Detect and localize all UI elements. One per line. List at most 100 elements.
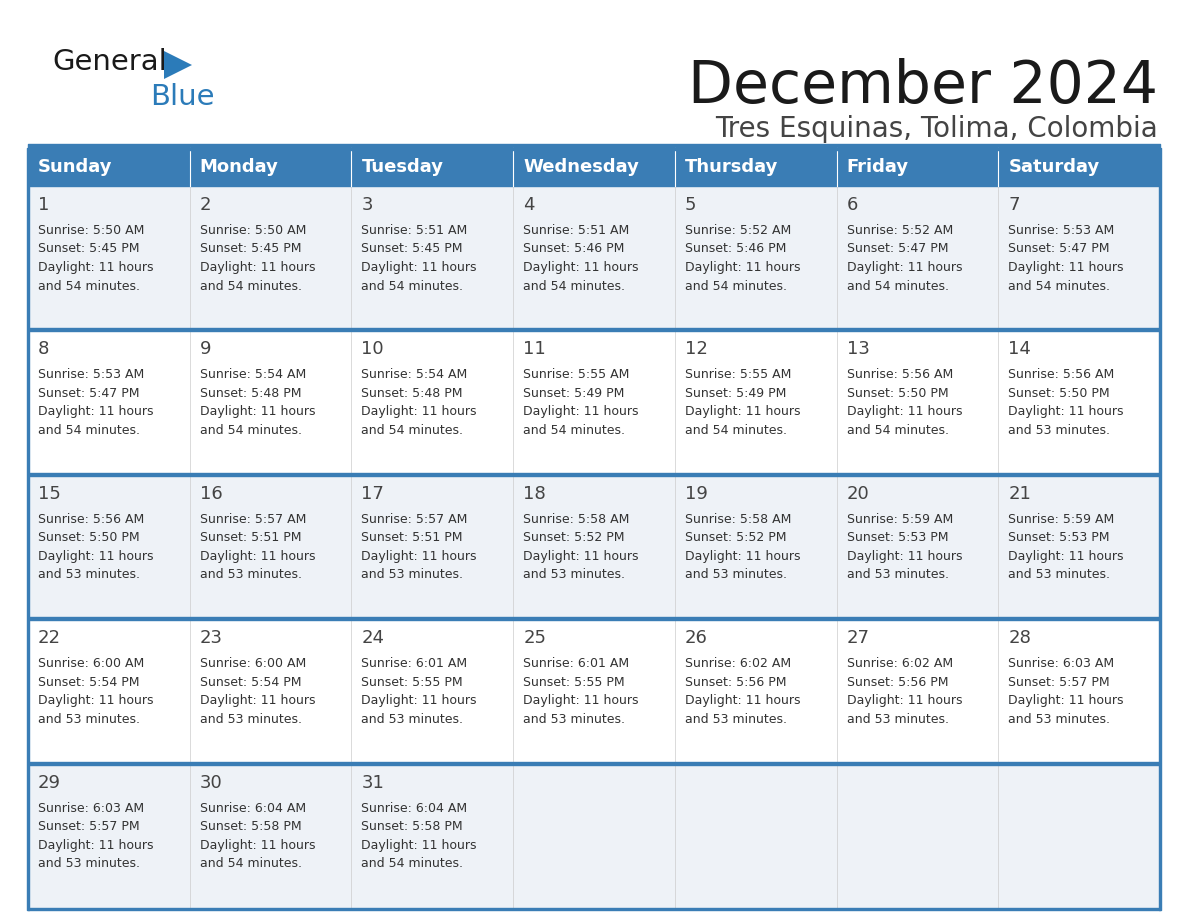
Text: 27: 27 bbox=[847, 629, 870, 647]
Text: 29: 29 bbox=[38, 774, 61, 791]
Text: Daylight: 11 hours: Daylight: 11 hours bbox=[1009, 406, 1124, 419]
Text: Sunrise: 5:58 AM: Sunrise: 5:58 AM bbox=[523, 513, 630, 526]
Polygon shape bbox=[164, 51, 192, 79]
Text: Sunset: 5:53 PM: Sunset: 5:53 PM bbox=[1009, 532, 1110, 544]
Text: Daylight: 11 hours: Daylight: 11 hours bbox=[200, 694, 315, 707]
Text: and 53 minutes.: and 53 minutes. bbox=[1009, 568, 1111, 581]
Text: and 53 minutes.: and 53 minutes. bbox=[38, 568, 140, 581]
Text: Sunrise: 5:55 AM: Sunrise: 5:55 AM bbox=[684, 368, 791, 381]
Text: Daylight: 11 hours: Daylight: 11 hours bbox=[200, 261, 315, 274]
Text: Daylight: 11 hours: Daylight: 11 hours bbox=[523, 550, 639, 563]
Text: and 54 minutes.: and 54 minutes. bbox=[38, 424, 140, 437]
Text: and 54 minutes.: and 54 minutes. bbox=[684, 279, 786, 293]
Text: Daylight: 11 hours: Daylight: 11 hours bbox=[523, 694, 639, 707]
Text: Sunrise: 5:57 AM: Sunrise: 5:57 AM bbox=[200, 513, 307, 526]
Text: Daylight: 11 hours: Daylight: 11 hours bbox=[684, 694, 801, 707]
Text: 26: 26 bbox=[684, 629, 708, 647]
Text: 7: 7 bbox=[1009, 196, 1019, 214]
Text: 30: 30 bbox=[200, 774, 222, 791]
Text: and 54 minutes.: and 54 minutes. bbox=[38, 279, 140, 293]
Text: Daylight: 11 hours: Daylight: 11 hours bbox=[38, 550, 153, 563]
Text: Sunset: 5:45 PM: Sunset: 5:45 PM bbox=[361, 242, 463, 255]
Text: and 53 minutes.: and 53 minutes. bbox=[361, 712, 463, 726]
Text: 10: 10 bbox=[361, 341, 384, 358]
Text: Sunset: 5:47 PM: Sunset: 5:47 PM bbox=[1009, 242, 1110, 255]
Text: Sunrise: 5:59 AM: Sunrise: 5:59 AM bbox=[1009, 513, 1114, 526]
Text: and 53 minutes.: and 53 minutes. bbox=[1009, 424, 1111, 437]
Text: and 54 minutes.: and 54 minutes. bbox=[684, 424, 786, 437]
Text: 14: 14 bbox=[1009, 341, 1031, 358]
Text: Daylight: 11 hours: Daylight: 11 hours bbox=[684, 550, 801, 563]
Text: Sunrise: 6:03 AM: Sunrise: 6:03 AM bbox=[1009, 657, 1114, 670]
Text: Sunset: 5:50 PM: Sunset: 5:50 PM bbox=[38, 532, 140, 544]
Text: Sunset: 5:47 PM: Sunset: 5:47 PM bbox=[847, 242, 948, 255]
Text: 19: 19 bbox=[684, 485, 708, 503]
Text: and 53 minutes.: and 53 minutes. bbox=[361, 568, 463, 581]
Text: Daylight: 11 hours: Daylight: 11 hours bbox=[200, 839, 315, 852]
Text: Daylight: 11 hours: Daylight: 11 hours bbox=[361, 839, 476, 852]
Text: Daylight: 11 hours: Daylight: 11 hours bbox=[684, 261, 801, 274]
Text: and 53 minutes.: and 53 minutes. bbox=[200, 712, 302, 726]
Text: and 53 minutes.: and 53 minutes. bbox=[523, 712, 625, 726]
Text: and 53 minutes.: and 53 minutes. bbox=[684, 568, 786, 581]
Text: Sunrise: 5:52 AM: Sunrise: 5:52 AM bbox=[847, 224, 953, 237]
Text: Sunrise: 5:52 AM: Sunrise: 5:52 AM bbox=[684, 224, 791, 237]
Text: Sunrise: 6:02 AM: Sunrise: 6:02 AM bbox=[847, 657, 953, 670]
Text: December 2024: December 2024 bbox=[688, 58, 1158, 115]
Text: and 53 minutes.: and 53 minutes. bbox=[523, 568, 625, 581]
Text: and 54 minutes.: and 54 minutes. bbox=[847, 424, 948, 437]
Text: Sunrise: 5:59 AM: Sunrise: 5:59 AM bbox=[847, 513, 953, 526]
Text: and 54 minutes.: and 54 minutes. bbox=[847, 279, 948, 293]
Text: Daylight: 11 hours: Daylight: 11 hours bbox=[684, 406, 801, 419]
Text: Sunrise: 6:01 AM: Sunrise: 6:01 AM bbox=[523, 657, 630, 670]
Text: Daylight: 11 hours: Daylight: 11 hours bbox=[523, 261, 639, 274]
Text: Sunset: 5:55 PM: Sunset: 5:55 PM bbox=[523, 676, 625, 688]
Text: 21: 21 bbox=[1009, 485, 1031, 503]
Text: Daylight: 11 hours: Daylight: 11 hours bbox=[847, 694, 962, 707]
Text: 28: 28 bbox=[1009, 629, 1031, 647]
Text: and 53 minutes.: and 53 minutes. bbox=[38, 712, 140, 726]
Text: Sunset: 5:48 PM: Sunset: 5:48 PM bbox=[361, 386, 463, 400]
Text: Sunset: 5:46 PM: Sunset: 5:46 PM bbox=[684, 242, 786, 255]
Text: Tres Esquinas, Tolima, Colombia: Tres Esquinas, Tolima, Colombia bbox=[715, 115, 1158, 143]
Text: 4: 4 bbox=[523, 196, 535, 214]
Text: and 53 minutes.: and 53 minutes. bbox=[847, 568, 948, 581]
Text: 17: 17 bbox=[361, 485, 384, 503]
Text: Sunset: 5:45 PM: Sunset: 5:45 PM bbox=[38, 242, 139, 255]
Text: 18: 18 bbox=[523, 485, 546, 503]
Text: Daylight: 11 hours: Daylight: 11 hours bbox=[38, 261, 153, 274]
Text: and 54 minutes.: and 54 minutes. bbox=[361, 279, 463, 293]
Text: Daylight: 11 hours: Daylight: 11 hours bbox=[1009, 550, 1124, 563]
Text: Sunset: 5:52 PM: Sunset: 5:52 PM bbox=[684, 532, 786, 544]
Text: and 53 minutes.: and 53 minutes. bbox=[847, 712, 948, 726]
Text: Friday: Friday bbox=[847, 158, 909, 176]
Text: 31: 31 bbox=[361, 774, 384, 791]
Text: and 54 minutes.: and 54 minutes. bbox=[361, 424, 463, 437]
Text: Sunset: 5:47 PM: Sunset: 5:47 PM bbox=[38, 386, 139, 400]
Text: 25: 25 bbox=[523, 629, 546, 647]
Text: 20: 20 bbox=[847, 485, 870, 503]
Text: Sunset: 5:58 PM: Sunset: 5:58 PM bbox=[361, 820, 463, 834]
Text: Sunset: 5:52 PM: Sunset: 5:52 PM bbox=[523, 532, 625, 544]
Text: 23: 23 bbox=[200, 629, 222, 647]
Text: and 53 minutes.: and 53 minutes. bbox=[1009, 712, 1111, 726]
Text: Daylight: 11 hours: Daylight: 11 hours bbox=[200, 550, 315, 563]
Text: 5: 5 bbox=[684, 196, 696, 214]
Text: 1: 1 bbox=[38, 196, 50, 214]
Text: Sunrise: 5:53 AM: Sunrise: 5:53 AM bbox=[38, 368, 144, 381]
Text: Sunset: 5:48 PM: Sunset: 5:48 PM bbox=[200, 386, 302, 400]
Text: and 53 minutes.: and 53 minutes. bbox=[200, 568, 302, 581]
Text: and 53 minutes.: and 53 minutes. bbox=[38, 857, 140, 870]
Text: Daylight: 11 hours: Daylight: 11 hours bbox=[361, 406, 476, 419]
Text: 2: 2 bbox=[200, 196, 211, 214]
Text: 22: 22 bbox=[38, 629, 61, 647]
Text: Daylight: 11 hours: Daylight: 11 hours bbox=[361, 694, 476, 707]
Text: Sunset: 5:57 PM: Sunset: 5:57 PM bbox=[38, 820, 140, 834]
Text: Daylight: 11 hours: Daylight: 11 hours bbox=[361, 261, 476, 274]
Text: 3: 3 bbox=[361, 196, 373, 214]
Text: Sunrise: 6:04 AM: Sunrise: 6:04 AM bbox=[361, 801, 468, 814]
Text: Sunrise: 6:00 AM: Sunrise: 6:00 AM bbox=[38, 657, 144, 670]
Text: Sunset: 5:46 PM: Sunset: 5:46 PM bbox=[523, 242, 625, 255]
Text: Daylight: 11 hours: Daylight: 11 hours bbox=[38, 839, 153, 852]
Text: Sunrise: 5:51 AM: Sunrise: 5:51 AM bbox=[361, 224, 468, 237]
